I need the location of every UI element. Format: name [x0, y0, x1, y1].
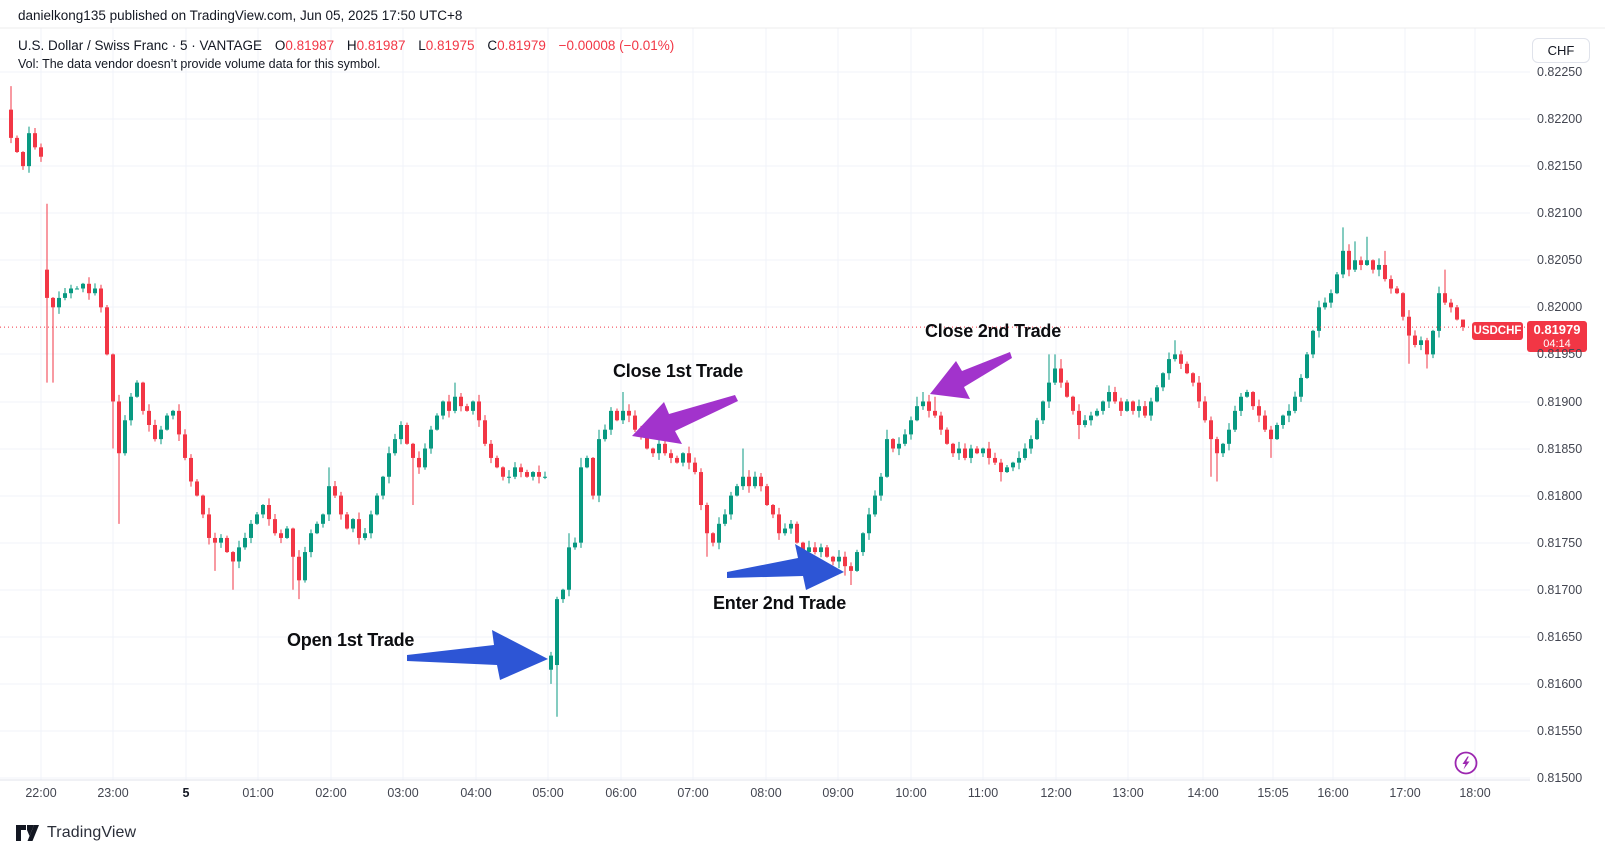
time-tick-label: 18:00 [1459, 786, 1491, 800]
time-tick-label: 5 [182, 786, 190, 800]
time-tick-label: 10:00 [895, 786, 927, 800]
volume-message: Vol: The data vendor doesn’t provide vol… [18, 57, 381, 71]
price-tick-label: 0.82150 [1537, 159, 1583, 173]
arrow-close-1st-trade[interactable] [632, 395, 738, 444]
symbol-legend[interactable]: U.S. Dollar / Swiss Franc · 5 · VANTAGE … [18, 38, 674, 53]
time-tick-label: 03:00 [387, 786, 419, 800]
time-tick-label: 08:00 [750, 786, 782, 800]
time-tick-label: 22:00 [25, 786, 57, 800]
price-tick-label: 0.81550 [1537, 724, 1583, 738]
time-tick-label: 01:00 [242, 786, 274, 800]
price-tick-label: 0.81650 [1537, 630, 1583, 644]
arrow-open-1st-trade[interactable] [407, 630, 548, 680]
annotation-label-close-2nd-trade[interactable]: Close 2nd Trade [925, 321, 1062, 341]
time-tick-label: 06:00 [605, 786, 637, 800]
price-tick-label: 0.81850 [1537, 442, 1583, 456]
time-tick-label: 13:00 [1112, 786, 1144, 800]
price-tick-label: 0.81800 [1537, 489, 1583, 503]
symbol-title: U.S. Dollar / Swiss Franc · 5 · VANTAGE [18, 38, 263, 53]
time-tick-label: 23:00 [97, 786, 129, 800]
price-tick-label: 0.81600 [1537, 677, 1583, 691]
price-tick-label: 0.82250 [1537, 65, 1583, 79]
arrow-enter-2nd-trade[interactable] [727, 544, 844, 590]
last-price-value: 0.81979 [1533, 322, 1581, 337]
time-tick-label: 09:00 [822, 786, 854, 800]
annotation-arrows[interactable] [407, 352, 1012, 680]
lightning-bolt-icon [1454, 751, 1478, 775]
time-tick-label: 11:00 [967, 786, 999, 800]
time-tick-label: 15:05 [1257, 786, 1289, 800]
price-tick-label: 0.81900 [1537, 395, 1583, 409]
currency-toggle-button[interactable]: CHF [1532, 38, 1590, 63]
time-tick-label: 05:00 [532, 786, 564, 800]
publish-info: danielkong135 published on TradingView.c… [18, 8, 463, 23]
ohlc-close: C0.81979 [487, 38, 546, 53]
annotation-label-enter-2nd-trade[interactable]: Enter 2nd Trade [713, 593, 847, 613]
annotation-label-close-1st-trade[interactable]: Close 1st Trade [613, 361, 744, 381]
last-price-tag: 0.81979 04:14 [1527, 321, 1587, 352]
price-tick-label: 0.81750 [1537, 536, 1583, 550]
price-change: −0.00008 (−0.01%) [558, 38, 675, 53]
bar-countdown: 04:14 [1543, 338, 1571, 350]
ohlc-high: H0.81987 [346, 38, 406, 53]
ohlc-open: O0.81987 [274, 38, 335, 53]
ohlc-low: L0.81975 [418, 38, 475, 53]
time-tick-label: 07:00 [677, 786, 709, 800]
price-tick-label: 0.81500 [1537, 771, 1583, 785]
time-tick-label: 17:00 [1389, 786, 1421, 800]
time-tick-label: 14:00 [1187, 786, 1219, 800]
time-tick-label: 02:00 [315, 786, 347, 800]
price-tick-label: 0.82050 [1537, 253, 1583, 267]
instant-trading-icon[interactable] [1452, 749, 1480, 777]
tradingview-logo-text: TradingView [47, 824, 137, 841]
arrow-close-2nd-trade[interactable] [930, 352, 1012, 399]
time-tick-label: 12:00 [1040, 786, 1072, 800]
axis-frame-lines [0, 27, 1605, 781]
time-axis[interactable]: 22:00 23:00 5 01:00 02:00 03:00 04:00 05:00 06:0… [0, 780, 1605, 806]
price-tick-label: 0.81700 [1537, 583, 1583, 597]
time-tick-label: 04:00 [460, 786, 492, 800]
annotation-label-open-1st-trade[interactable]: Open 1st Trade [287, 630, 415, 650]
symbol-name-tag: USDCHF [1472, 322, 1523, 340]
price-tick-label: 0.82100 [1537, 206, 1583, 220]
tradingview-logo-link[interactable]: TradingView [16, 824, 136, 842]
grid-lines [0, 28, 1530, 780]
tradingview-logo-icon [16, 824, 39, 841]
price-tick-label: 0.81950 [1537, 347, 1583, 361]
price-tick-label: 0.82000 [1537, 300, 1583, 314]
price-tick-label: 0.82200 [1537, 112, 1583, 126]
price-axis[interactable]: 0.82250 0.82200 0.82150 0.82100 0.82050 0.820… [1530, 28, 1605, 785]
time-tick-label: 16:00 [1317, 786, 1349, 800]
